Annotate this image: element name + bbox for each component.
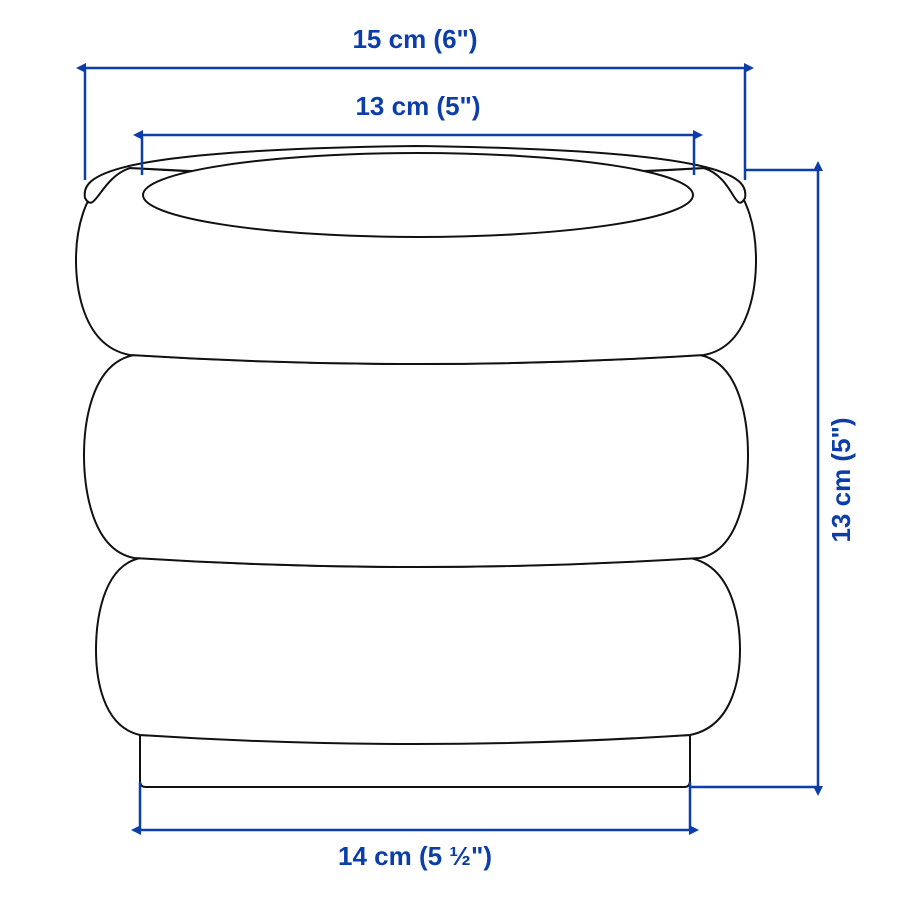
dimension-label: 13 cm (5"): [826, 417, 856, 542]
dimension-diagram: 15 cm (6") 13 cm (5") 14 cm (5 ½") 13 cm (5…: [0, 0, 900, 900]
dimension-label: 13 cm (5"): [355, 91, 480, 121]
pot-outline: [76, 146, 756, 787]
dimension-label: 14 cm (5 ½"): [338, 841, 492, 871]
dimension-label: 15 cm (6"): [352, 24, 477, 54]
